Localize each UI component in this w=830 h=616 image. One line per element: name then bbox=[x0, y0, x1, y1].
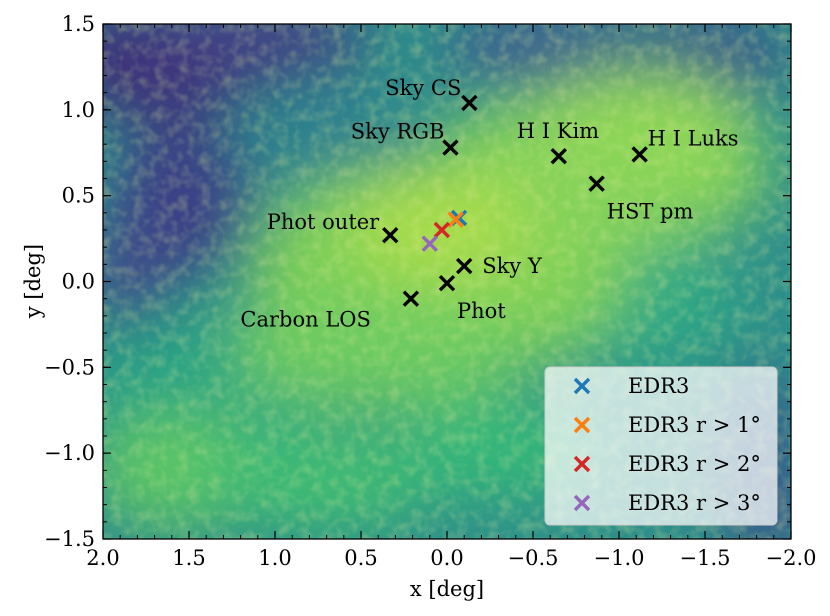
series-point-marker bbox=[447, 211, 464, 228]
annotated-point-marker bbox=[442, 139, 459, 156]
annotation-label: Sky RGB bbox=[351, 120, 445, 144]
annotation-label: Sky Y bbox=[482, 254, 543, 278]
y-tick-label: −0.5 bbox=[44, 355, 95, 379]
legend-marker bbox=[573, 416, 591, 434]
annotation-label: Phot outer bbox=[267, 210, 380, 234]
x-tick-label: 1.0 bbox=[258, 546, 291, 570]
series-point-marker bbox=[433, 221, 451, 239]
annotation-label: Carbon LOS bbox=[240, 308, 370, 332]
annotated-point-marker bbox=[402, 290, 420, 307]
x-tick-labels: 2.0 1.5 1.0 0.5 0.0 −0.5 −1.0 −1.5 −2.0 bbox=[86, 546, 816, 570]
y-tick-label: 0.5 bbox=[62, 184, 95, 208]
legend-label: EDR3 r > 1° bbox=[628, 413, 761, 437]
annotation-labels: Sky CS Sky RGB H I Kim H I Luks HST pm Phot o… bbox=[240, 76, 738, 332]
legend-marker bbox=[573, 377, 591, 395]
y-axis-title: y [deg] bbox=[21, 244, 45, 319]
legend-label: EDR3 r > 2° bbox=[628, 452, 761, 476]
annotated-point-marker bbox=[631, 146, 648, 163]
y-tick-label: 0.0 bbox=[62, 270, 95, 294]
x-tick-label: 0.0 bbox=[430, 546, 463, 570]
legend: EDR3 EDR3 r > 1° EDR3 r > 2° EDR3 r > 3° bbox=[544, 366, 778, 526]
annotated-point-marker bbox=[550, 147, 568, 165]
x-axis-title: x [deg] bbox=[410, 577, 484, 601]
annotated-points bbox=[382, 94, 648, 307]
annotation-label: H I Luks bbox=[648, 126, 739, 150]
annotated-point-marker bbox=[438, 275, 456, 292]
y-tick-label: 1.5 bbox=[62, 12, 95, 36]
y-tick-label: 1.0 bbox=[62, 98, 95, 122]
annotation-label: Phot bbox=[457, 299, 506, 323]
y-tick-labels: −1.5 −1.0 −0.5 0.0 0.5 1.0 1.5 bbox=[44, 12, 95, 551]
legend-label: EDR3 r > 3° bbox=[628, 491, 761, 515]
annotated-point-marker bbox=[588, 175, 605, 192]
annotated-point-marker bbox=[461, 94, 478, 112]
x-tick-label: 0.5 bbox=[344, 546, 377, 570]
y-tick-label: −1.5 bbox=[44, 527, 95, 551]
legend-marker bbox=[573, 455, 591, 473]
annotated-point-marker bbox=[382, 226, 399, 244]
annotation-label: HST pm bbox=[607, 200, 694, 224]
legend-box bbox=[544, 366, 778, 526]
x-tick-label: −1.0 bbox=[594, 546, 645, 570]
series-points bbox=[421, 209, 468, 252]
x-tick-label: −0.5 bbox=[508, 546, 559, 570]
series-point-marker bbox=[421, 235, 439, 252]
y-tick-label: −1.0 bbox=[44, 441, 95, 465]
axis-ticks bbox=[102, 23, 792, 540]
x-tick-label: −2.0 bbox=[766, 546, 817, 570]
legend-marker bbox=[573, 494, 591, 512]
legend-label: EDR3 bbox=[628, 374, 689, 398]
annotated-point-marker bbox=[455, 257, 473, 275]
annotation-label: Sky CS bbox=[385, 76, 461, 100]
x-tick-label: −1.5 bbox=[680, 546, 731, 570]
x-tick-label: 1.5 bbox=[172, 546, 205, 570]
density-map bbox=[103, 24, 791, 539]
annotation-label: H I Kim bbox=[517, 119, 599, 143]
x-tick-label: 2.0 bbox=[86, 546, 119, 570]
